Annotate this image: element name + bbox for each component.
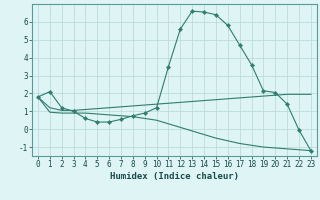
X-axis label: Humidex (Indice chaleur): Humidex (Indice chaleur) bbox=[110, 172, 239, 181]
